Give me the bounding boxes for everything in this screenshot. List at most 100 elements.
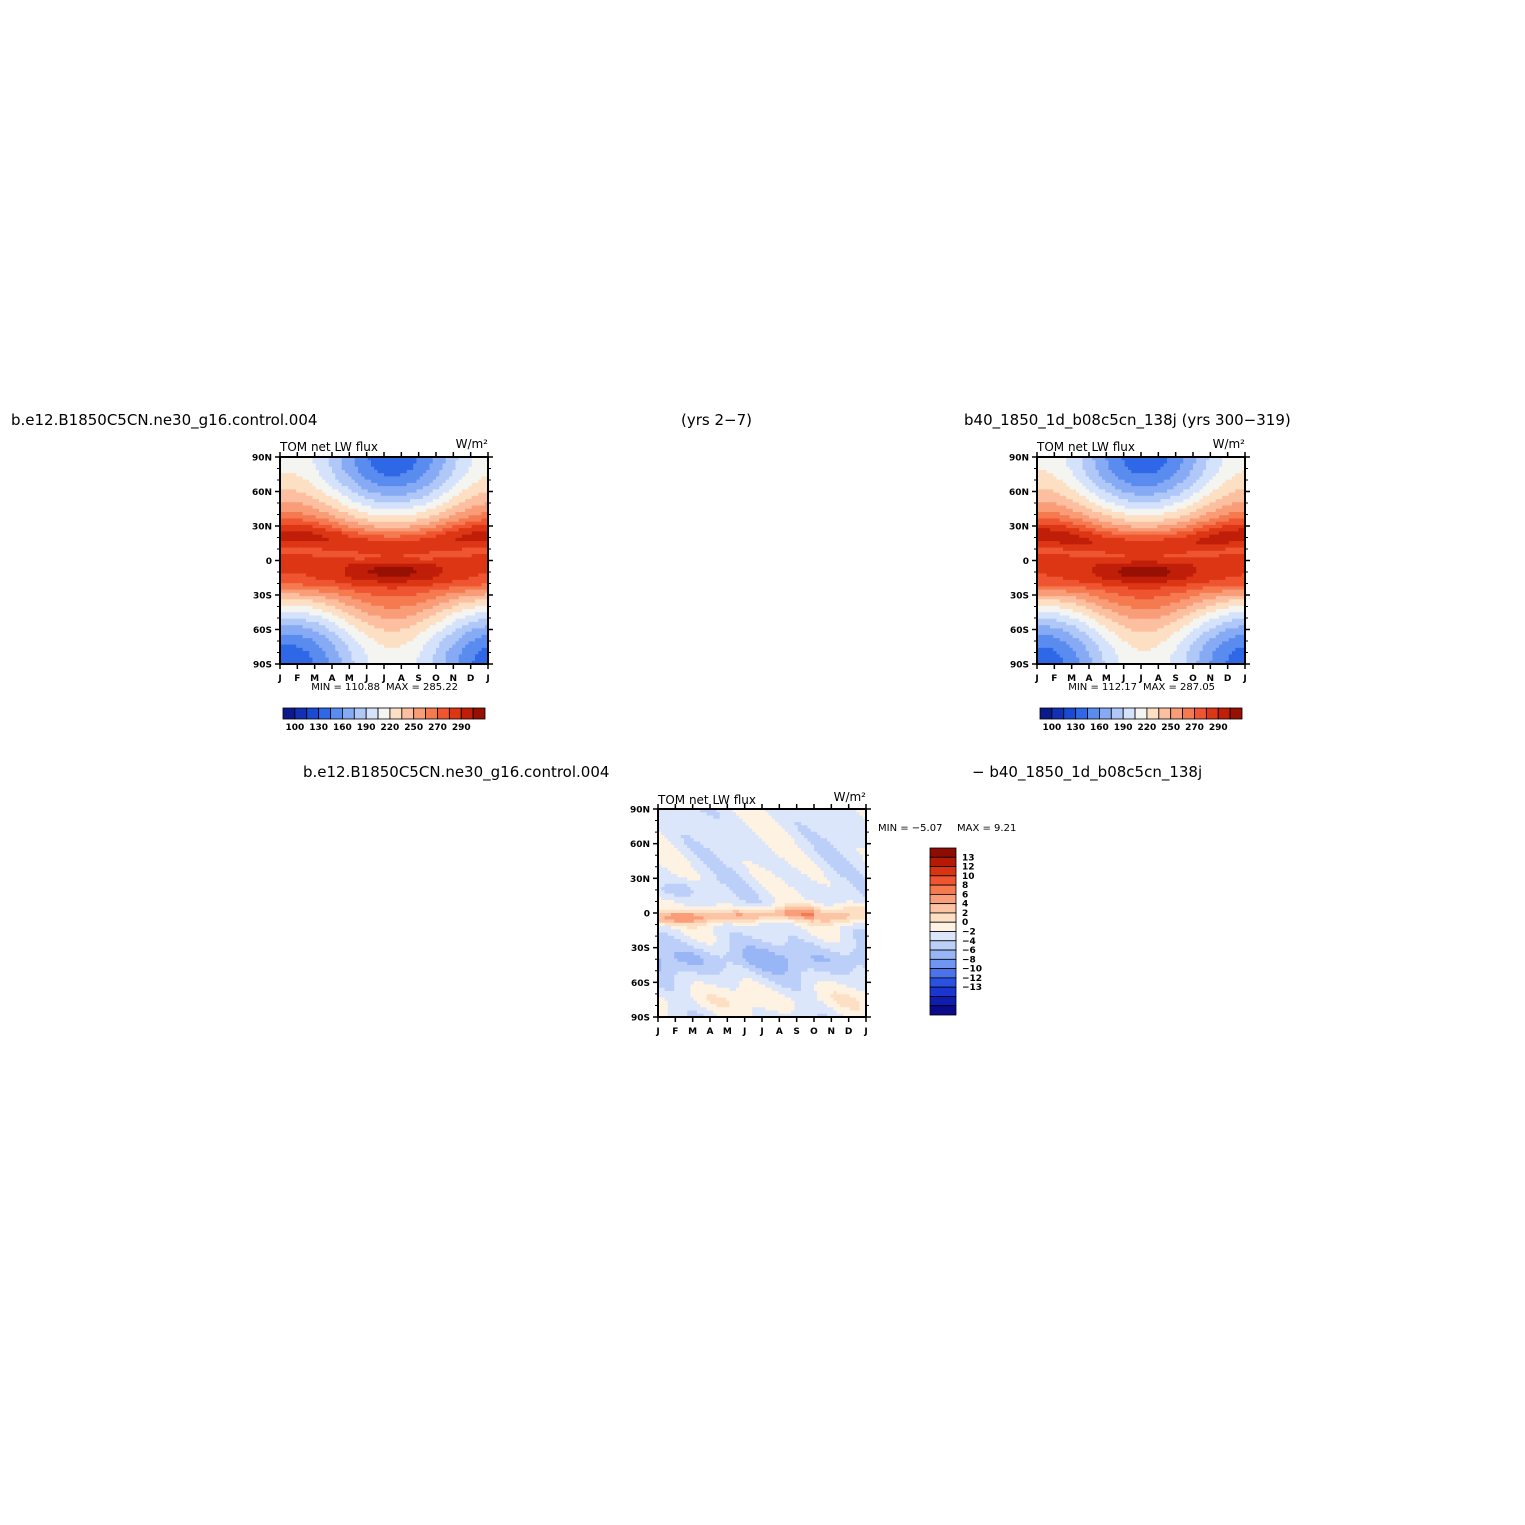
colorbar-swatch [929, 884, 957, 895]
max-label: MAX = 9.21 [957, 823, 1016, 834]
y-tick-label: 30S [631, 944, 650, 954]
panel-title: TOM net LW flux [1036, 440, 1135, 454]
title-right: b40_1850_1d_b08c5cn_138j (yrs 300−319) [964, 411, 1291, 429]
y-tick-label: 30N [630, 875, 650, 885]
y-tick-label: 60N [1009, 488, 1029, 498]
colorbar-label: −13 [962, 983, 982, 993]
x-tick-label: J [1121, 674, 1125, 684]
colorbar-swatch [1110, 707, 1124, 720]
colorbar-label: 160 [1090, 723, 1109, 733]
x-tick-label: O [1189, 674, 1197, 684]
colorbar-swatch [1146, 707, 1160, 720]
units-label: W/m² [1213, 437, 1246, 451]
colorbar-label: 290 [452, 723, 471, 733]
colorbar-swatch [425, 707, 438, 720]
x-tick-label: M [723, 1027, 732, 1037]
y-tick-label: 30S [1010, 592, 1029, 602]
colorbar-label: −6 [962, 946, 976, 956]
colorbar-swatch [929, 866, 957, 877]
colorbar-label: 12 [962, 863, 975, 873]
colorbar-swatch [1051, 707, 1065, 720]
x-tick-label: M [1067, 674, 1076, 684]
x-tick-label: O [432, 674, 440, 684]
x-tick-label: J [655, 1027, 659, 1037]
units-label: W/m² [456, 437, 489, 451]
colorbar-label: 250 [1161, 723, 1180, 733]
colorbar-swatch [929, 856, 957, 867]
colorbar-swatch [1134, 707, 1148, 720]
y-tick-label: 30N [252, 523, 272, 533]
colorbar-swatch [929, 940, 957, 951]
colorbar-swatch [929, 893, 957, 905]
x-tick-label: A [776, 1027, 783, 1037]
min-label: MIN = −5.07 [878, 823, 942, 834]
colorbar-swatch [1205, 707, 1219, 720]
x-tick-label: N [828, 1027, 836, 1037]
colorbar-swatch [318, 707, 331, 720]
colorbar-swatch [929, 912, 957, 923]
colorbar-swatch [365, 707, 379, 720]
colorbar-label: 4 [962, 900, 968, 910]
contour-field [1037, 457, 1245, 664]
x-tick-label: A [707, 1027, 714, 1037]
colorbar-swatch [448, 707, 462, 720]
x-tick-label: F [1051, 674, 1057, 684]
colorbar-swatch [1039, 707, 1053, 720]
colorbar-swatch [929, 996, 957, 1007]
colorbar-swatch [389, 707, 403, 720]
colorbar-label: 250 [404, 723, 423, 733]
colorbar-label: 100 [285, 723, 304, 733]
x-tick-label: D [1224, 674, 1231, 684]
x-tick-label: A [1086, 674, 1093, 684]
colorbar-label: 190 [1114, 723, 1133, 733]
colorbar-swatch [929, 958, 957, 970]
x-tick-label: J [1034, 674, 1038, 684]
x-tick-label: S [415, 674, 421, 684]
colorbar-swatch [1182, 707, 1195, 720]
colorbar-swatch [929, 903, 957, 914]
colorbar-swatch [1170, 707, 1183, 720]
panel-title: TOM net LW flux [279, 440, 378, 454]
title-center: (yrs 2−7) [681, 411, 752, 429]
colorbar-swatch [401, 707, 415, 720]
x-tick-label: S [1172, 674, 1178, 684]
x-tick-label: O [810, 1027, 818, 1037]
colorbar-swatch [1217, 707, 1231, 720]
colorbar-label: 13 [962, 853, 975, 863]
y-tick-label: 0 [644, 910, 650, 920]
colorbar-label: 190 [357, 723, 376, 733]
colorbar-swatch [413, 707, 426, 720]
x-tick-label: A [1155, 674, 1162, 684]
y-ticks: 90N 60N 30N 0 30S 60S 90S [252, 454, 493, 671]
colorbar-label: 6 [962, 890, 968, 900]
colorbar-label: 8 [962, 881, 968, 891]
y-tick-label: 90S [1010, 661, 1029, 671]
colorbar-swatch [306, 707, 320, 720]
y-tick-label: 90S [631, 1014, 650, 1024]
y-tick-label: 60N [630, 840, 650, 850]
y-ticks: 90N 60N 30N 0 30S 60S 90S [1009, 454, 1250, 671]
x-tick-label: D [467, 674, 474, 684]
colorbar-swatch [929, 931, 957, 942]
y-tick-label: 90N [630, 806, 650, 816]
y-tick-label: 60S [253, 626, 272, 636]
colorbar-swatch [294, 707, 308, 720]
colorbar-swatch [1087, 707, 1100, 720]
x-tick-label: M [1102, 674, 1111, 684]
colorbar-swatch [377, 707, 391, 720]
x-tick-label: J [742, 1027, 746, 1037]
y-tick-label: 90N [252, 454, 272, 464]
colorbar: 100 130 160 190 220 250 270 290 [1039, 707, 1243, 733]
x-tick-label: A [329, 674, 336, 684]
colorbar-swatch [929, 1005, 957, 1016]
colorbar: 100 130 160 190 220 250 270 290 [282, 707, 486, 733]
units-label: W/m² [834, 790, 867, 804]
colorbar-label: 220 [381, 723, 400, 733]
colorbar-label: 130 [1066, 723, 1085, 733]
colorbar-label: 220 [1138, 723, 1157, 733]
colorbar-label: 160 [333, 723, 352, 733]
